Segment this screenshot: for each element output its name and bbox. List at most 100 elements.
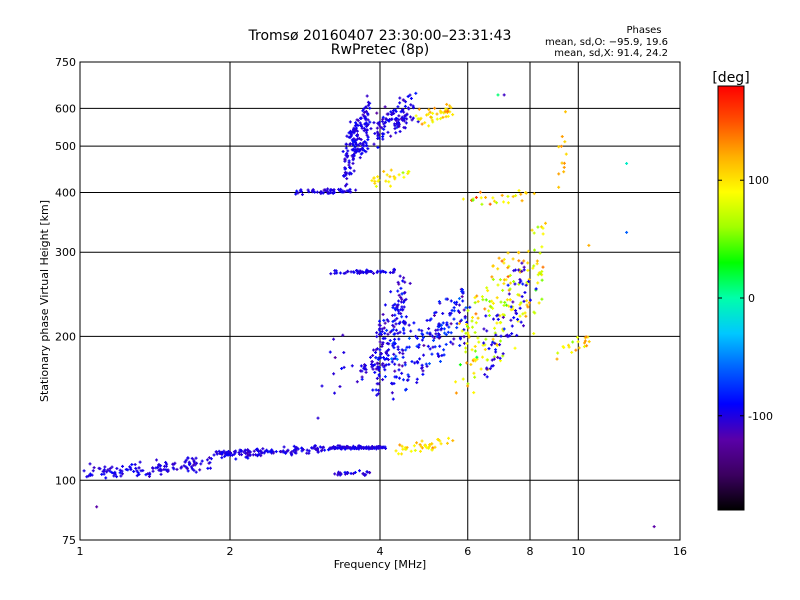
scatter-point: [405, 378, 409, 382]
scatter-point: [135, 469, 139, 473]
scatter-point: [395, 305, 399, 309]
scatter-point: [290, 450, 294, 454]
scatter-point: [332, 372, 336, 376]
scatter-point: [192, 468, 196, 472]
scatter-point: [137, 466, 141, 470]
scatter-point: [428, 443, 432, 447]
scatter-point: [517, 268, 521, 272]
scatter-point: [366, 118, 370, 122]
scatter-point: [431, 111, 435, 115]
scatter-point: [490, 275, 494, 279]
scatter-point: [413, 448, 417, 452]
scatter-point: [344, 146, 348, 150]
scatter-point: [406, 170, 410, 174]
scatter-point: [466, 384, 470, 388]
x-tick-label: 1: [77, 545, 84, 558]
scatter-point: [402, 125, 406, 129]
scatter-point: [451, 439, 455, 443]
scatter-point: [397, 452, 401, 456]
scatter-point: [522, 268, 526, 272]
scatter-point: [402, 276, 406, 280]
scatter-point: [381, 378, 385, 382]
scatter-point: [184, 458, 188, 462]
scatter-point: [351, 161, 355, 165]
scatter-point: [445, 323, 449, 327]
scatter-point: [444, 107, 448, 111]
scatter-point: [473, 331, 477, 335]
scatter-point: [346, 269, 350, 273]
scatter-point: [536, 281, 540, 285]
scatter-point: [377, 356, 381, 360]
scatter-point: [401, 348, 405, 352]
scatter-point: [488, 367, 492, 371]
scatter-point: [439, 328, 443, 332]
scatter-point: [365, 133, 369, 137]
scatter-point: [349, 190, 353, 194]
scatter-point: [356, 123, 360, 127]
scatter-point: [350, 154, 354, 158]
scatter-point: [290, 453, 294, 457]
scatter-point: [243, 449, 247, 453]
scatter-point: [366, 112, 370, 116]
scatter-point: [345, 182, 349, 186]
scatter-point: [352, 137, 356, 141]
scatter-point: [511, 195, 515, 199]
scatter-point: [407, 107, 411, 111]
scatter-point: [517, 250, 521, 254]
scatter-point: [364, 109, 368, 113]
scatter-point: [352, 126, 356, 130]
scatter-point: [375, 382, 379, 386]
scatter-point: [393, 356, 397, 360]
scatter-point: [457, 322, 461, 326]
scatter-point: [120, 469, 124, 473]
scatter-point: [239, 453, 243, 457]
scatter-point: [355, 380, 359, 384]
scatter-point: [234, 457, 238, 461]
scatter-point: [377, 373, 381, 377]
scatter-point: [372, 176, 376, 180]
scatter-point: [468, 305, 472, 309]
scatter-point: [426, 344, 430, 348]
scatter-point: [458, 337, 462, 341]
scatter-point: [382, 365, 386, 369]
scatter-point: [388, 339, 392, 343]
scatter-point: [410, 118, 414, 122]
scatter-point: [476, 300, 480, 304]
scatter-point: [103, 465, 107, 469]
scatter-point: [353, 446, 357, 450]
scatter-point: [473, 301, 477, 305]
scatter-point: [410, 360, 414, 364]
scatter-point: [445, 102, 449, 106]
scatter-point: [387, 348, 391, 352]
scatter-point: [88, 462, 92, 466]
scatter-point: [353, 470, 357, 474]
scatter-point: [415, 344, 419, 348]
scatter-point: [375, 335, 379, 339]
scatter-point: [470, 319, 474, 323]
scatter-point: [251, 453, 255, 457]
scatter-point: [498, 339, 502, 343]
scatter-point: [502, 327, 506, 331]
scatter-point: [440, 354, 444, 358]
scatter-point: [220, 456, 224, 460]
scatter-point: [413, 361, 417, 365]
scatter-point: [151, 469, 155, 473]
scatter-point: [208, 461, 212, 465]
scatter-point: [130, 463, 134, 467]
scatter-point: [425, 113, 429, 117]
scatter-point: [401, 326, 405, 330]
scatter-point: [402, 110, 406, 114]
scatter-point: [418, 443, 422, 447]
scatter-point: [444, 297, 448, 301]
scatter-point: [282, 445, 286, 449]
scatter-point: [490, 364, 494, 368]
scatter-point: [148, 473, 152, 477]
scatter-point: [366, 147, 370, 151]
scatter-point: [318, 445, 322, 449]
phase-annotation-line1: mean, sd,O: −95.9, 19.6: [545, 37, 668, 48]
scatter-point: [491, 306, 495, 310]
scatter-point: [518, 314, 522, 318]
scatter-point: [392, 352, 396, 356]
scatter-point: [382, 326, 386, 330]
scatter-point: [300, 446, 304, 450]
